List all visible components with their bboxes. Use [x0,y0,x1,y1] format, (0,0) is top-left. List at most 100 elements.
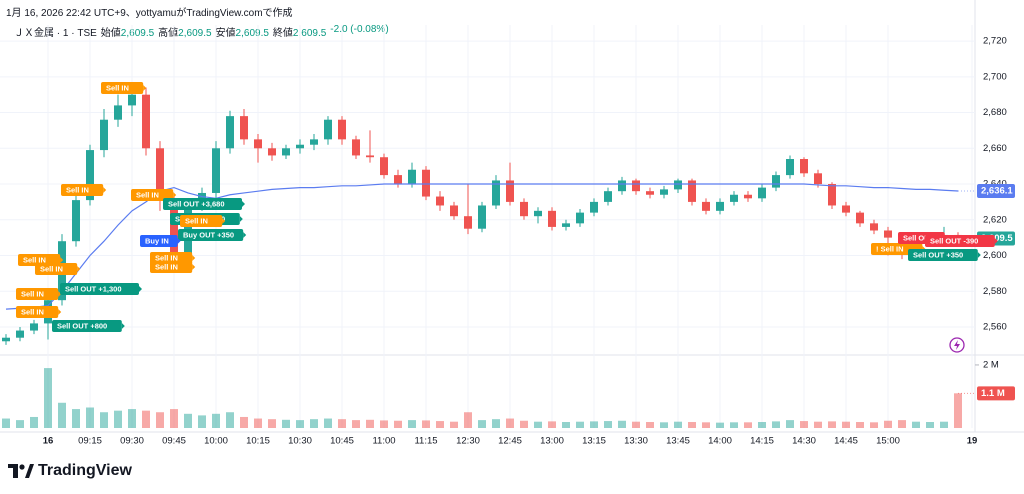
candle-body [758,187,766,199]
annotation-arrow [242,201,245,207]
candle-body [226,116,234,149]
candle-body [142,94,150,149]
volume-bar [338,419,346,428]
volume-bar [184,413,192,428]
volume-bar [842,421,850,428]
volume-bar [688,422,696,428]
candle-body [534,210,542,217]
annotation-label: Sell OUT [903,233,935,242]
candle-body [800,159,808,174]
ohlc-item: 安値2,609.5 [216,24,269,39]
candle-body [408,169,416,185]
x-tick-label: 15:00 [876,436,900,447]
ohlc-label: 始値 [100,28,121,39]
x-tick-label: 10:15 [246,436,270,447]
candle-body [156,148,164,201]
ohlc-item: 高値2,609.5 [158,24,211,39]
candle-body [86,150,94,201]
annotation-label: Sell IN [136,190,159,199]
x-tick-label: 11:15 [414,436,437,447]
x-tick-label: 10:30 [288,436,312,447]
volume-bar [870,422,878,428]
volume-bar [380,420,388,428]
candle-body [590,201,598,213]
candle-body [254,139,262,149]
change: -2.0 (-0.08%) [330,24,389,35]
trade-annotation: Sell IN [101,82,147,94]
annotation-label: Buy OUT +350 [183,230,234,239]
volume-bar [296,420,304,428]
volume-bar [828,421,836,428]
x-tick-label: 10:00 [204,436,228,447]
annotation-label: Buy IN [145,236,169,245]
volume-bar [422,420,430,428]
volume-bar [58,402,66,428]
volume-bar [884,420,892,428]
volume-bar [954,393,962,428]
annotation-label: Sell IN [21,307,44,316]
annotation-box [131,189,174,201]
annotation-box [178,229,244,241]
candle-body [72,200,80,242]
annotation-box [925,235,995,247]
close-price-tag-label: 2,609.5 [981,233,1013,244]
volume-bar [198,415,206,428]
volume-bar [590,421,598,428]
volume-bar [226,412,234,428]
annotation-arrow [58,309,62,315]
annotation-arrow [143,85,147,91]
candle-body [114,105,122,120]
volume-bar [492,419,500,428]
volume-bar [646,422,654,428]
y-tick-label: 2,680 [983,107,1007,118]
annotation-box [150,261,193,273]
volume-bar [408,420,416,428]
annotation-arrow [60,257,64,263]
annotation-label: Sell OUT +350 [913,250,963,259]
candle-body [450,205,458,217]
annotation-box [16,288,59,300]
candle-body [478,205,486,229]
annotation-arrow [103,187,107,193]
ma-price-tag-label: 2,636.1 [981,186,1013,197]
volume-bar [548,421,556,428]
brand-logo [8,464,34,478]
annotation-box [60,283,139,295]
x-tick-label: 13:00 [540,436,564,447]
annotation-arrow [58,291,62,297]
trade-annotation: Sell IN [131,189,177,201]
volume-bar [478,420,486,428]
ohlc-value: 2,609.5 [178,28,212,39]
volume-bar [716,422,724,428]
volume-bar [464,412,472,428]
x-tick-label: 16 [43,436,54,447]
trade-annotation: Sell IN [16,306,62,318]
trade-annotation: Buy IN [140,235,181,247]
volume-bar [100,412,108,428]
annotation-label: Sell IN [21,289,44,298]
annotation-arrow [239,216,243,222]
volume-bar [926,422,934,428]
x-tick-label: 12:45 [498,436,522,447]
candle-body [492,180,500,206]
trade-annotation: Sell OUT +1,300 [60,283,142,295]
x-tick-label: 13:15 [582,436,606,447]
ohlc-value: 2,609.5 [235,28,269,39]
candle-body [506,180,514,202]
annotation-box [908,249,978,261]
candle-body [170,200,178,260]
candle-body [688,180,696,202]
volume-bar [436,421,444,428]
annotation-label: Sell IN [185,216,208,225]
candle-body [338,119,346,140]
annotation-arrow [121,323,125,329]
annotation-box [52,320,122,332]
caption: 1月 16, 2026 22:42 UTC+9、yottyamuがTrading… [6,8,293,19]
candle-body [310,139,318,145]
volume-bar [576,421,584,428]
candle-body [884,230,892,238]
annotation-arrow [994,238,998,244]
volume-bar [940,421,948,428]
